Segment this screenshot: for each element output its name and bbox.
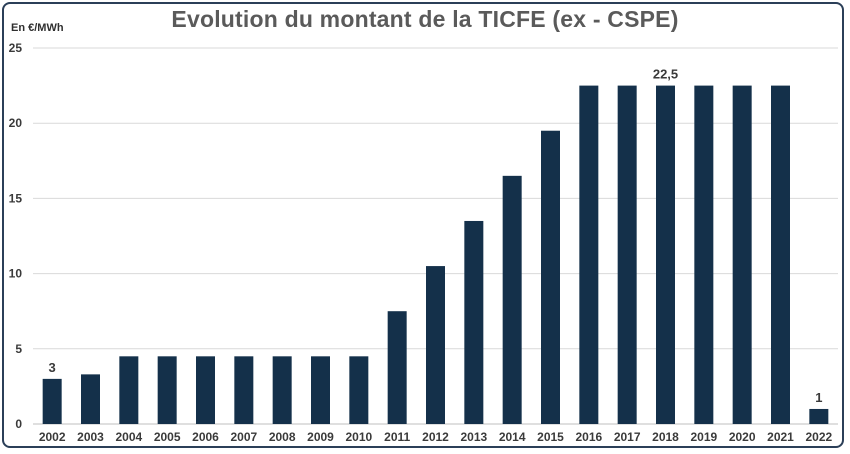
bar: [196, 356, 215, 424]
bar: [426, 266, 445, 424]
x-tick-label: 2018: [652, 430, 679, 444]
y-tick-label: 5: [15, 342, 22, 356]
x-tick-label: 2016: [575, 430, 602, 444]
bar: [311, 356, 330, 424]
x-tick-label: 2017: [614, 430, 641, 444]
x-tick-label: 2020: [729, 430, 756, 444]
x-tick-label: 2007: [230, 430, 257, 444]
data-label: 1: [815, 390, 822, 405]
bar: [503, 176, 522, 424]
bar: [81, 374, 100, 424]
bar: [694, 86, 713, 424]
x-tick-label: 2012: [422, 430, 449, 444]
bar: [388, 311, 407, 424]
bar-chart: 0510152025 2002 2003 2004 2005 2006 2007 2008 2…: [0, 0, 850, 454]
x-tick-label: 2004: [115, 430, 142, 444]
y-tick-label: 10: [9, 267, 23, 281]
x-tick-label: 2009: [307, 430, 334, 444]
bar: [234, 356, 253, 424]
bar: [541, 131, 560, 424]
x-tick-label: 2014: [499, 430, 526, 444]
x-axis-ticks: 2002 2003 2004 2005 2006 2007 2008 2009 2010 2011…: [39, 430, 833, 444]
bar: [809, 409, 828, 424]
x-tick-label: 2008: [269, 430, 296, 444]
bar: [579, 86, 598, 424]
bar: [119, 356, 138, 424]
bars: [43, 86, 829, 424]
x-tick-label: 2005: [154, 430, 181, 444]
x-tick-label: 2019: [690, 430, 717, 444]
bar: [43, 379, 62, 424]
x-tick-label: 2011: [384, 430, 410, 444]
x-tick-label: 2010: [345, 430, 372, 444]
bar: [733, 86, 752, 424]
y-tick-label: 0: [15, 417, 22, 431]
bar: [158, 356, 177, 424]
x-tick-label: 2015: [537, 430, 564, 444]
bar: [349, 356, 368, 424]
x-tick-label: 2006: [192, 430, 219, 444]
y-tick-label: 25: [9, 41, 23, 55]
x-tick-label: 2022: [805, 430, 832, 444]
bar: [464, 221, 483, 424]
data-label: 3: [49, 360, 56, 375]
x-tick-label: 2021: [767, 430, 794, 444]
x-tick-label: 2002: [39, 430, 66, 444]
bar: [656, 86, 675, 424]
y-tick-label: 20: [9, 116, 23, 130]
y-axis-ticks: 0 5 10 15 20 25: [9, 41, 23, 431]
bar: [618, 86, 637, 424]
data-label: 22,5: [653, 67, 678, 82]
x-tick-label: 2003: [77, 430, 104, 444]
bar: [771, 86, 790, 424]
x-tick-label: 2013: [460, 430, 487, 444]
y-tick-label: 15: [9, 191, 23, 205]
bar: [273, 356, 292, 424]
